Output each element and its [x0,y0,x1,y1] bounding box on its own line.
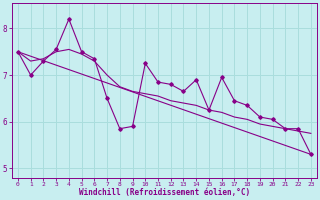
X-axis label: Windchill (Refroidissement éolien,°C): Windchill (Refroidissement éolien,°C) [79,188,250,197]
